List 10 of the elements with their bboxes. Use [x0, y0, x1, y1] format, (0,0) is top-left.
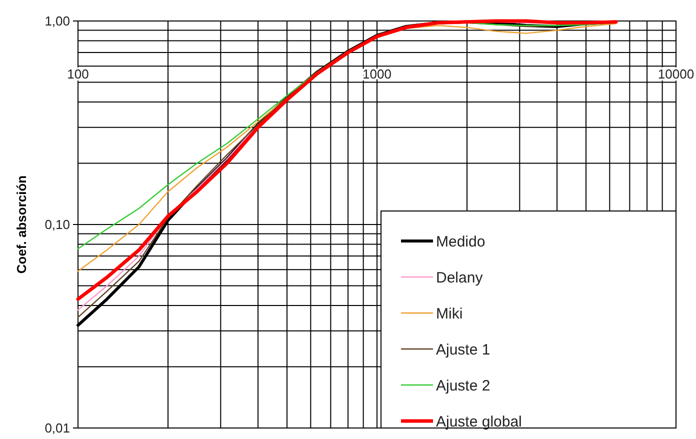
- legend-label: Ajuste 1: [436, 341, 490, 358]
- y-tick-label: 0,10: [44, 217, 70, 232]
- legend-label: Medido: [436, 233, 486, 250]
- y-axis-title: Coef. absorción: [14, 175, 29, 274]
- y-tick-label: 1,00: [44, 14, 70, 29]
- legend-label: Ajuste global: [436, 413, 522, 430]
- legend-label: Delany: [436, 269, 484, 286]
- legend-label: Ajuste 2: [436, 377, 490, 394]
- legend-label: Miki: [436, 305, 463, 322]
- y-tick-label: 0,01: [44, 420, 70, 436]
